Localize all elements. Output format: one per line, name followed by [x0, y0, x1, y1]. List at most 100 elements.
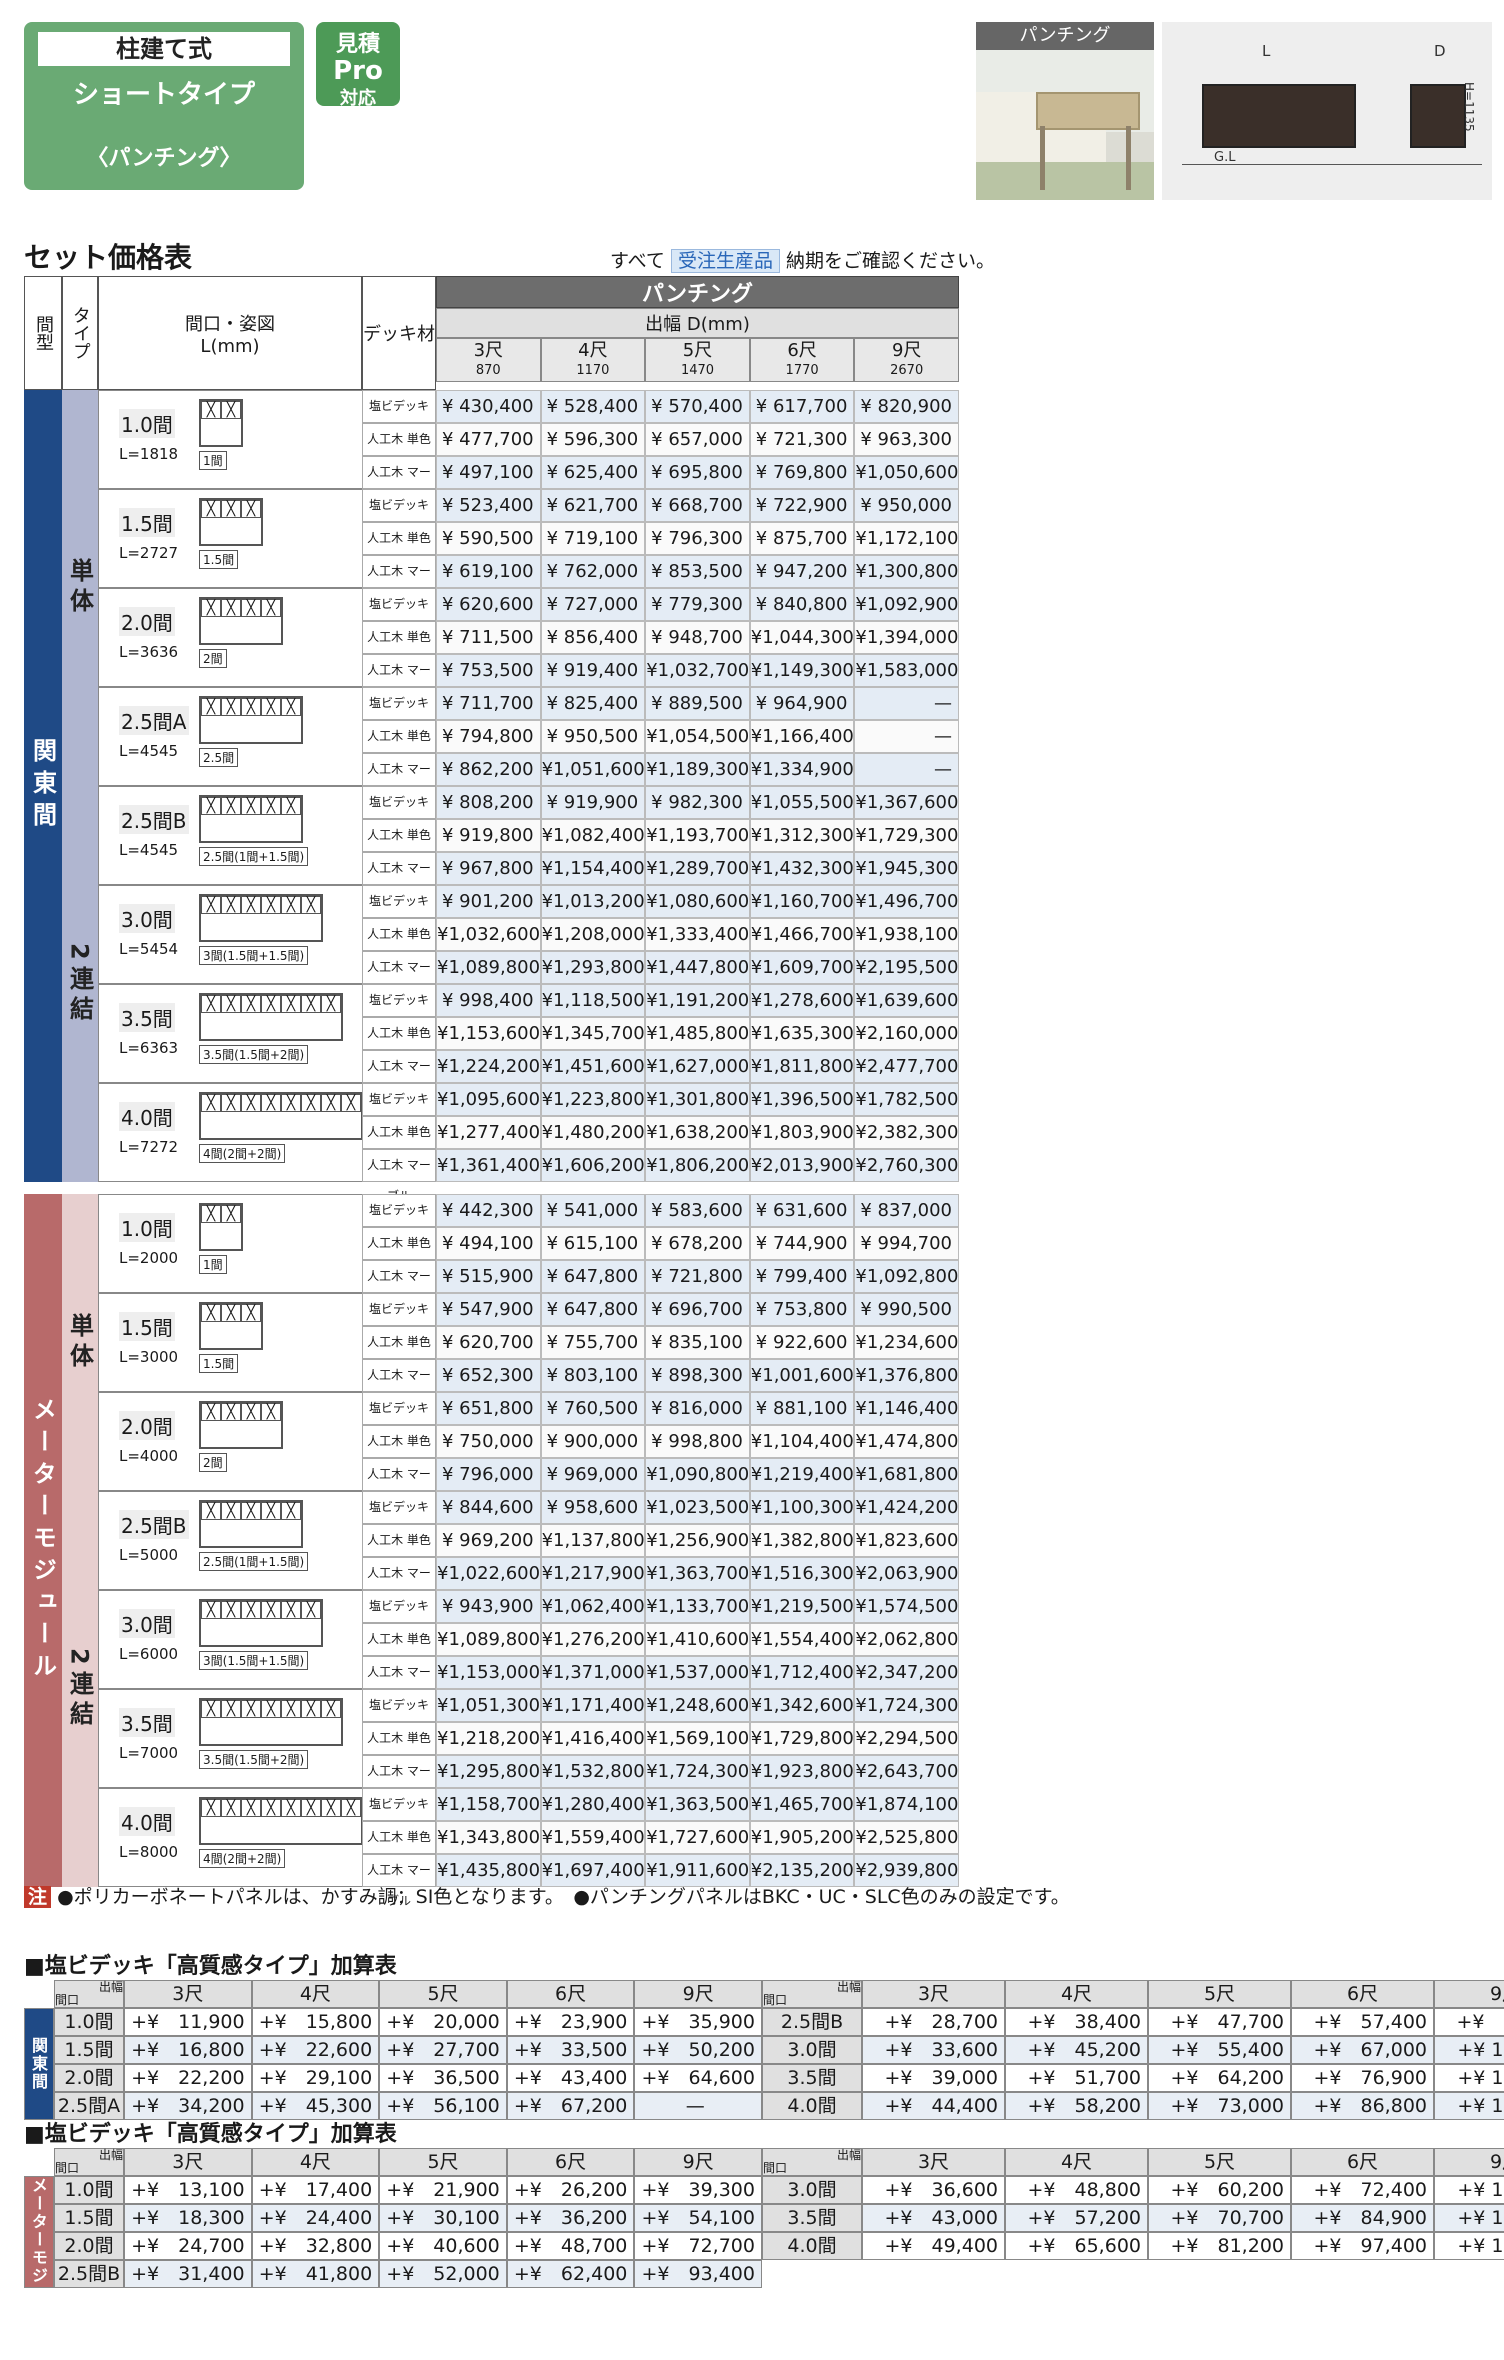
price-cell: ¥1,312,300: [749, 819, 855, 852]
price-cell: ¥1,606,200: [540, 1149, 646, 1182]
panel-icon: ╳: [221, 500, 241, 518]
size-group: 4.0間 L=7272 ╳ ╳ ╳ ╳ ╳ ╳ ╳ ╳ 4間(2間+2間) 塩ビデッキ ¥1,095,6…: [98, 1083, 959, 1203]
panel-icon: ╳: [281, 1799, 301, 1817]
span-diagram: ╳ ╳ ╳ ╳ ╳ ╳ ╳ ╳: [199, 1797, 363, 1845]
product-header: 柱建て式 ショートタイプ 〈パンチング〉: [24, 22, 304, 190]
price-cell: ¥ 840,800: [749, 588, 855, 621]
price-cell: ¥ 779,300: [645, 588, 750, 621]
price-row: ¥ 862,200 ¥1,051,600 ¥1,189,300 ¥1,334,900—: [436, 753, 959, 786]
price-cell: ¥ 969,000: [540, 1458, 646, 1491]
price-cell: ¥ 620,700: [436, 1326, 541, 1359]
add-price-cell: +¥ 67,000: [1291, 2036, 1434, 2064]
add-price-cell: +¥ 48,700: [506, 2232, 635, 2260]
deck-material-label: 人工木 単色: [362, 819, 436, 852]
col-header-type: タイプ: [62, 276, 98, 390]
span-diagram: ╳ ╳ ╳ ╳ ╳ ╳ ╳: [199, 1698, 343, 1746]
region-section: メーターモジュール 単体 2連結 1.0間 L=2000 ╳ ╳ 1間 塩ビデッキ ¥ 442,3…: [24, 1194, 959, 1908]
deck-material-label: 塩ビデッキ: [362, 1083, 436, 1116]
span-length: L=4545: [119, 841, 179, 859]
panel-icon: ╳: [261, 797, 281, 815]
price-row: ¥ 547,900 ¥ 647,800 ¥ 696,700 ¥ 753,800 ¥ 99…: [436, 1293, 959, 1326]
price-cell: ¥ 727,000: [540, 588, 646, 621]
span-diagram: ╳ ╳ ╳ ╳ ╳ ╳: [199, 1599, 323, 1647]
depth-shaku: 5尺: [682, 340, 713, 361]
price-row: ¥1,089,800 ¥1,276,200 ¥1,410,600 ¥1,554,400…: [436, 1623, 959, 1656]
panel-icon: ╳: [221, 995, 241, 1013]
badge-line-3: 対応: [340, 88, 376, 109]
price-cell: ¥2,760,300: [854, 1149, 959, 1182]
ground-line: [1182, 164, 1482, 165]
add-table-title: ■塩ビデッキ「高質感タイプ」加算表: [24, 2122, 397, 2147]
panel-icon: ╳: [341, 1094, 361, 1112]
price-row: ¥1,224,200 ¥1,451,600 ¥1,627,000 ¥1,811,800…: [436, 1050, 959, 1083]
panel-icon: ╳: [261, 1403, 281, 1421]
price-cell: ¥1,911,600: [645, 1854, 750, 1887]
price-cell: ¥1,496,700: [854, 885, 959, 918]
price-cell: ¥1,224,200: [436, 1050, 541, 1083]
price-cell: ¥1,345,700: [540, 1017, 646, 1050]
price-cell: ¥1,811,800: [749, 1050, 855, 1083]
add-price-cell: +¥ 23,900: [506, 2008, 635, 2036]
span-diagram-caption: 4間(2間+2間): [199, 1849, 286, 1868]
price-cell: ¥ 596,300: [540, 423, 646, 456]
deck-material-label: 人工木 マーブル: [362, 1149, 436, 1203]
span-length: L=7272: [119, 1138, 179, 1156]
price-cell: ¥ 442,300: [436, 1194, 541, 1227]
add-price-cell: +¥ 65,600: [1005, 2232, 1148, 2260]
price-row: ¥ 590,500 ¥ 719,100 ¥ 796,300 ¥ 875,700 ¥1,1…: [436, 522, 959, 555]
order-note-suffix: 納期をご確認ください。: [786, 250, 996, 272]
footnote-tag: 注: [24, 1886, 52, 1908]
size-group: 1.5間 L=3000 ╳ ╳ ╳ 1.5間 塩ビデッキ ¥ 547,900 ¥ 647,800…: [98, 1293, 959, 1413]
price-cell: ¥1,092,800: [854, 1260, 959, 1293]
price-cell: ¥2,013,900: [749, 1149, 855, 1182]
add-price-cell: +¥ 39,000: [862, 2064, 1005, 2092]
add-row-label: 4.0間: [762, 2232, 862, 2260]
deck-material-label: 人工木 マーブル: [362, 1557, 436, 1611]
add-price-cell: +¥ 51,700: [1005, 2064, 1148, 2092]
col-header-mato: 間型: [24, 276, 62, 390]
span-length: L=1818: [119, 445, 179, 463]
price-cell: ¥1,219,400: [749, 1458, 855, 1491]
panel-icon: ╳: [241, 1799, 261, 1817]
price-cell: ¥1,256,900: [645, 1524, 750, 1557]
price-cell: ¥ 898,300: [645, 1359, 750, 1392]
price-cell: ¥ 875,700: [749, 522, 855, 555]
price-cell: ¥1,724,300: [645, 1755, 750, 1788]
price-cell: ¥ 837,000: [854, 1194, 959, 1227]
price-cell: ¥1,208,000: [540, 918, 646, 951]
price-cell: ¥ 889,500: [645, 687, 750, 720]
price-cell: ¥2,347,200: [854, 1656, 959, 1689]
price-cell: ¥1,945,300: [854, 852, 959, 885]
price-cell: ¥1,333,400: [645, 918, 750, 951]
dimension-drawing: L D H=1135 G.L: [1162, 22, 1492, 200]
dim-L-label: L: [1262, 42, 1271, 60]
add-price-cell: +¥ 26,200: [506, 2176, 635, 2204]
add-column-header: 4尺: [251, 2148, 380, 2176]
price-cell: ¥1,697,400: [540, 1854, 646, 1887]
type-label: 2連結: [62, 1491, 98, 1887]
panel-icon: ╳: [221, 1205, 241, 1223]
add-price-cell: +¥ 114,800: [1434, 2064, 1504, 2092]
add-price-cell: +¥ 36,500: [379, 2064, 507, 2092]
deck-material-label: 塩ビデッキ: [362, 786, 436, 819]
price-row: ¥ 620,600 ¥ 727,000 ¥ 779,300 ¥ 840,800 ¥1,0…: [436, 588, 959, 621]
price-row: ¥ 523,400 ¥ 621,700 ¥ 668,700 ¥ 722,900 ¥ 95…: [436, 489, 959, 522]
size-group: 2.0間 L=4000 ╳ ╳ ╳ ╳ 2間 塩ビデッキ ¥ 651,800 ¥ 760,500 ¥…: [98, 1392, 959, 1512]
deck-material-label: 人工木 マーブル: [362, 1854, 436, 1908]
price-cell: ¥ 615,100: [540, 1227, 646, 1260]
corner-bottom: 間口: [763, 1993, 788, 2007]
price-row: ¥ 497,100 ¥ 625,400 ¥ 695,800 ¥ 769,800 ¥1,0…: [436, 456, 959, 489]
price-cell: ¥1,295,800: [436, 1755, 541, 1788]
add-row-label: 1.5間: [54, 2204, 124, 2232]
corner-bottom: 間口: [55, 1993, 80, 2007]
price-cell: ¥1,363,700: [645, 1557, 750, 1590]
panel-icon: ╳: [281, 1094, 301, 1112]
panel-icon: ╳: [261, 1094, 281, 1112]
span-diagram: ╳ ╳ ╳ ╳ ╳: [199, 1500, 303, 1548]
photo-post: [1040, 126, 1045, 190]
corner-top: 出幅: [98, 1980, 123, 1994]
price-cell: ¥ 477,700: [436, 423, 541, 456]
add-region-label: メーターモジュール: [24, 2176, 54, 2339]
depth-shaku: 9尺: [891, 340, 922, 361]
panel-icon: ╳: [261, 896, 281, 914]
